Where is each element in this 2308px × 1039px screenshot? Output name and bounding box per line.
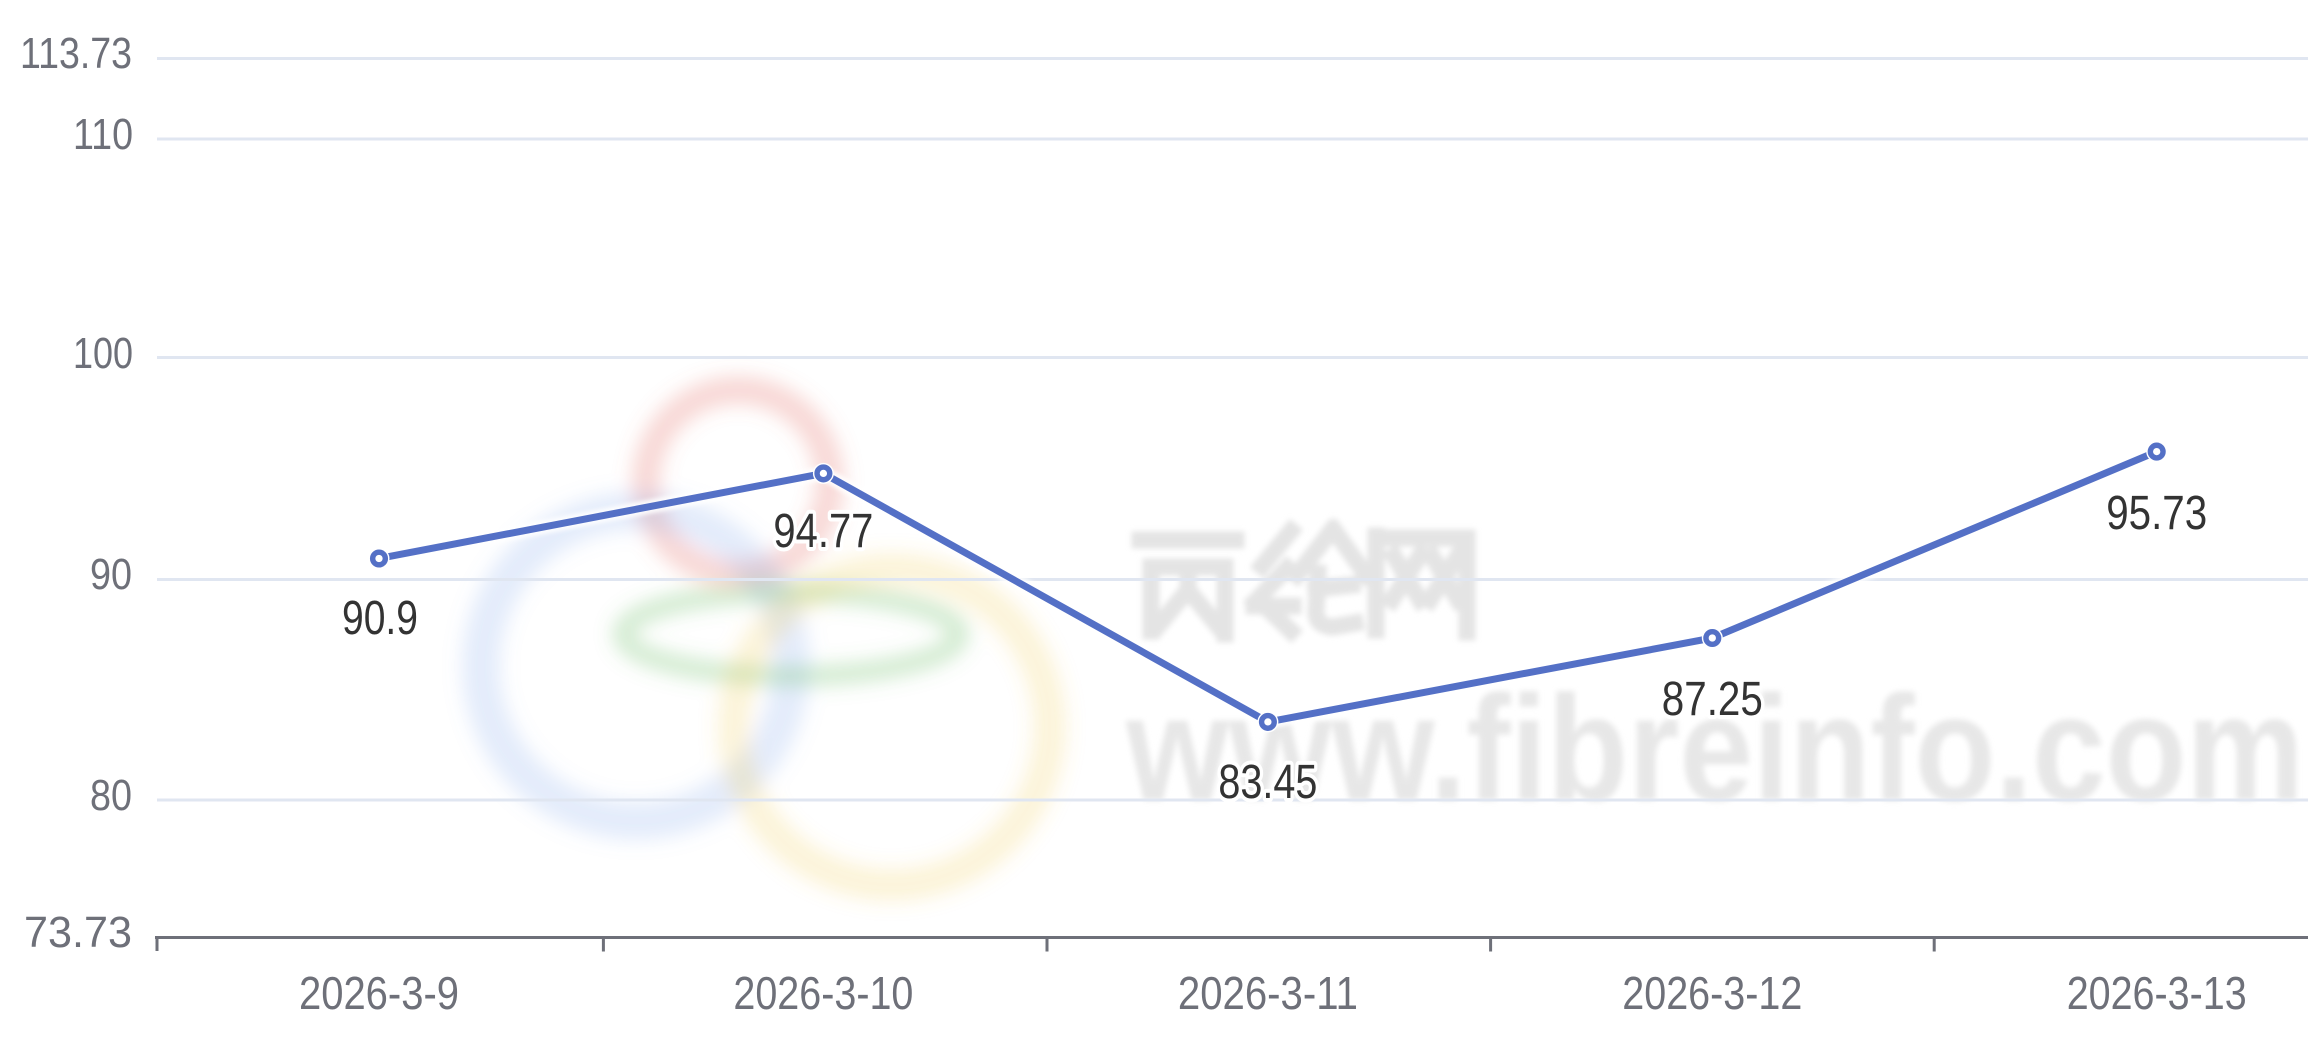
svg-text:2026-3-10: 2026-3-10 [733,967,913,1019]
svg-text:90: 90 [90,550,132,599]
svg-text:100: 100 [73,329,133,378]
svg-text:2026-3-11: 2026-3-11 [1178,967,1358,1019]
svg-text:73.73: 73.73 [24,908,132,957]
svg-text:2026-3-9: 2026-3-9 [299,967,459,1019]
svg-text:87.25: 87.25 [1662,672,1763,726]
svg-text:www.fibreinfo.com: www.fibreinfo.com [1125,664,2304,832]
svg-text:83.45: 83.45 [1218,755,1317,809]
svg-text:90.9: 90.9 [342,591,418,645]
svg-text:110: 110 [73,110,133,159]
svg-text:2026-3-13: 2026-3-13 [2067,967,2247,1019]
svg-text:95.73: 95.73 [2106,486,2207,540]
svg-text:94.77: 94.77 [773,504,873,558]
svg-text:80: 80 [90,771,132,820]
svg-text:2026-3-12: 2026-3-12 [1622,967,1802,1019]
svg-text:113.73: 113.73 [20,29,132,78]
